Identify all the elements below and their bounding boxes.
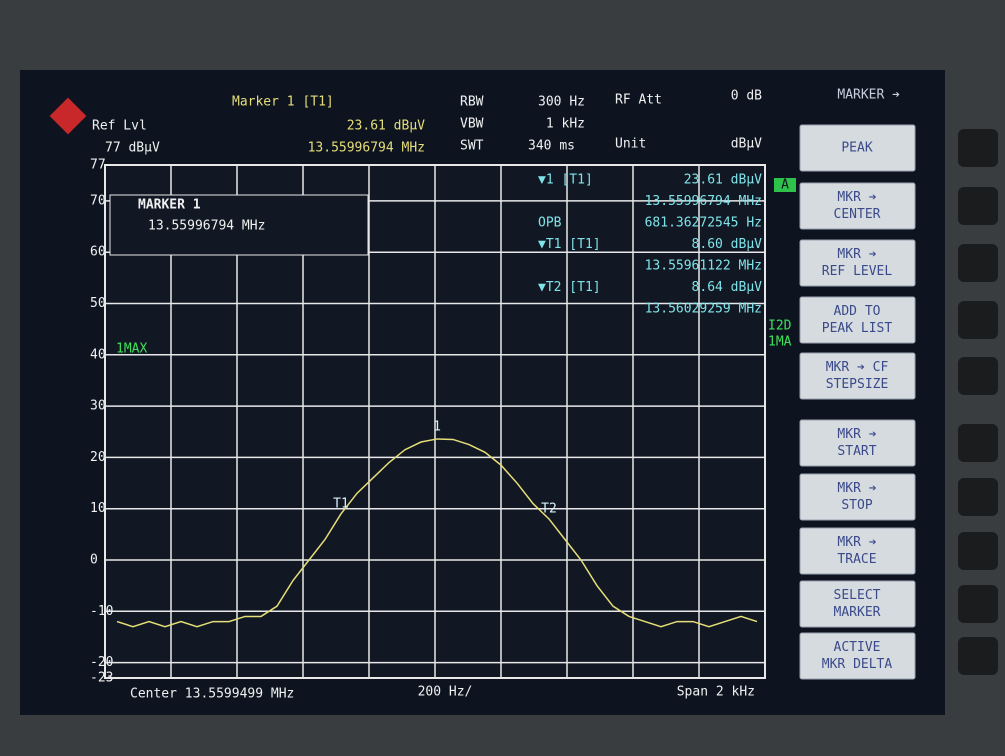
readout-label: ▼T1 [T1]: [538, 237, 601, 252]
softkey-label: STEPSIZE: [826, 377, 889, 392]
footer-center: Center 13.5599499 MHz: [130, 687, 294, 702]
softkey-label: MKR ➔: [837, 427, 876, 442]
header-rf-att-label: RF Att: [615, 93, 662, 108]
y-tick-label: 50: [90, 296, 106, 311]
hard-key[interactable]: [958, 357, 998, 395]
header-marker-level: 23.61 dBµV: [347, 119, 425, 134]
softkey-label: STOP: [841, 498, 872, 513]
hard-key[interactable]: [958, 244, 998, 282]
y-tick-label: 10: [90, 501, 106, 516]
readout-value: 681.36272545 Hz: [645, 216, 762, 231]
readout-label: ▼1 [T1]: [538, 173, 593, 188]
hard-key[interactable]: [958, 532, 998, 570]
header-rf-att: 0 dB: [731, 89, 762, 104]
header-ref-lvl: 77 dBµV: [105, 141, 160, 156]
softkey-label: MARKER: [834, 605, 881, 620]
softkey-label: ACTIVE: [834, 640, 881, 655]
ma-label: 1MA: [768, 335, 792, 350]
header-vbw-label: VBW: [460, 117, 484, 132]
softkey-label: MKR ➔: [837, 247, 876, 262]
header-unit-label: Unit: [615, 137, 646, 152]
readout-value: 8.60 dBµV: [692, 237, 763, 252]
i2d-label: I2D: [768, 319, 792, 334]
header-rbw: 300 Hz: [538, 95, 585, 110]
header-rbw-label: RBW: [460, 95, 484, 110]
analyzer: Ref Lvl 77 dBµV Marker 1 [T1] 23.61 dBµV 13.…: [0, 0, 1005, 756]
a-label: A: [781, 178, 789, 193]
readout-value: 8.64 dBµV: [692, 280, 763, 295]
readout-label: OPB: [538, 216, 562, 231]
softkey-label: MKR ➔: [837, 190, 876, 205]
readout-value: 13.55996794 MHz: [645, 194, 762, 209]
softkey-label: PEAK LIST: [822, 321, 893, 336]
footer-span: Span 2 kHz: [677, 685, 755, 700]
softkey-label: MKR ➔: [837, 481, 876, 496]
softkey-label: MKR ➔: [837, 535, 876, 550]
trace-mode: 1MAX: [116, 342, 147, 357]
hard-key[interactable]: [958, 637, 998, 675]
softkey-label: REF LEVEL: [822, 264, 893, 279]
softkey-label: SELECT: [834, 588, 881, 603]
hard-key[interactable]: [958, 585, 998, 623]
y-tick-label: 0: [90, 553, 98, 568]
trace-marker: T2: [541, 501, 557, 516]
y-tick-label: 30: [90, 399, 106, 414]
readout-value: 23.61 dBµV: [684, 173, 762, 188]
header-vbw: 1 kHz: [546, 117, 585, 132]
readout-value: 13.56029259 MHz: [645, 302, 762, 317]
trace-marker: 1: [433, 419, 441, 434]
y-tick-label: 77: [90, 158, 106, 173]
hard-key[interactable]: [958, 478, 998, 516]
softkey-label: ADD TO: [834, 304, 881, 319]
hard-key[interactable]: [958, 424, 998, 462]
softkey-label: MKR ➔ CF: [826, 360, 889, 375]
header-ref-lvl-label: Ref Lvl: [92, 119, 147, 134]
header-swt-label: SWT: [460, 139, 484, 154]
softkey-label: TRACE: [837, 552, 876, 567]
softkey-label: MKR DELTA: [822, 657, 893, 672]
y-tick-label: 60: [90, 245, 106, 260]
y-tick-label: 70: [90, 193, 106, 208]
page: Ref Lvl 77 dBµV Marker 1 [T1] 23.61 dBµV 13.…: [0, 0, 1005, 756]
footer-div: 200 Hz/: [418, 685, 473, 700]
hard-key[interactable]: [958, 301, 998, 339]
readout-label: ▼T2 [T1]: [538, 280, 601, 295]
readout-value: 13.55961122 MHz: [645, 259, 762, 274]
softkey-label: START: [837, 444, 876, 459]
marker-box-freq: 13.55996794 MHz: [148, 219, 265, 234]
hard-key[interactable]: [958, 187, 998, 225]
y-tick-label: 20: [90, 450, 106, 465]
header-marker-freq: 13.55996794 MHz: [308, 141, 425, 156]
header-unit: dBµV: [731, 137, 762, 152]
marker-box-title: MARKER 1: [138, 198, 201, 213]
hard-key[interactable]: [958, 129, 998, 167]
menu-title: MARKER ➔: [837, 88, 900, 103]
trace-marker: T1: [333, 496, 349, 511]
header-marker-title: Marker 1 [T1]: [232, 95, 334, 110]
softkey-label: CENTER: [834, 207, 881, 222]
softkey-label: PEAK: [841, 141, 872, 156]
y-tick-label: 40: [90, 347, 106, 362]
header-swt: 340 ms: [528, 139, 575, 154]
